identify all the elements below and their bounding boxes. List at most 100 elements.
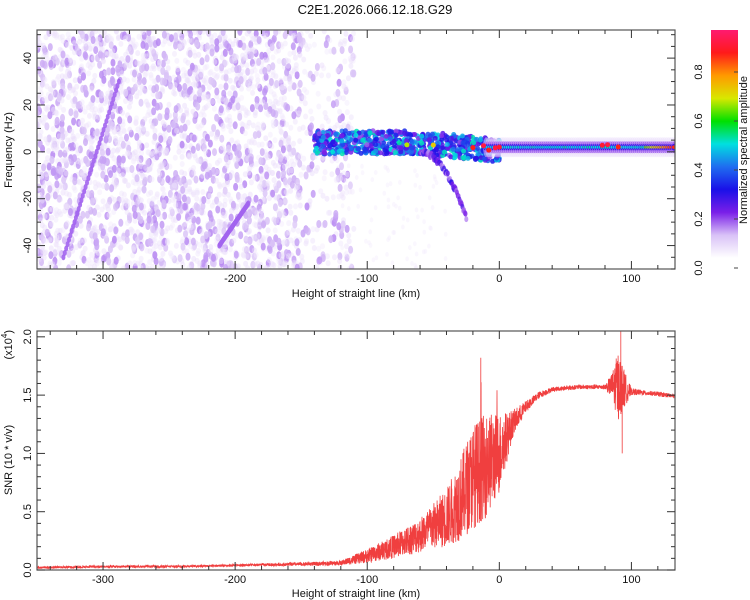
spectrogram-cell bbox=[60, 37, 66, 44]
spectrogram-cell bbox=[431, 183, 436, 189]
spectrogram-cell bbox=[386, 204, 391, 210]
spectrogram-cell bbox=[104, 51, 110, 58]
spectrogram-cell bbox=[162, 150, 168, 156]
spectrogram-cell bbox=[293, 184, 299, 191]
spectrogram-cell bbox=[105, 206, 111, 213]
spectrogram-cell bbox=[173, 201, 179, 208]
spectrogram-cell bbox=[414, 207, 419, 213]
spectrogram-cell bbox=[37, 122, 41, 129]
spectrogram-cell bbox=[472, 155, 478, 161]
spectrogram-cell bbox=[41, 81, 46, 88]
spectrogram-cell bbox=[248, 51, 254, 60]
spectrogram-cell bbox=[271, 177, 277, 184]
spectrogram-cell bbox=[392, 150, 398, 155]
spectrogram-cell bbox=[340, 220, 346, 229]
spectrogram-cell bbox=[278, 96, 284, 103]
spectrogram-cell bbox=[286, 138, 292, 144]
spectrogram-cell bbox=[67, 70, 72, 79]
spectrogram-cell bbox=[134, 115, 139, 122]
spectrogram-cell bbox=[144, 63, 150, 72]
spectrogram-cell bbox=[240, 251, 246, 258]
spectrogram-cell bbox=[60, 184, 66, 191]
spectrogram-cell bbox=[55, 227, 61, 234]
spectrogram-cell bbox=[187, 37, 193, 44]
spectrogram-cell bbox=[88, 101, 94, 108]
spectrogram-cell bbox=[307, 43, 312, 50]
spectrogram-cell bbox=[158, 258, 164, 267]
spectrogram-cell bbox=[344, 109, 350, 116]
spectrogram-cell bbox=[270, 72, 276, 79]
spectrogram-cell bbox=[335, 67, 340, 74]
spectrogram-cell bbox=[205, 48, 210, 55]
spectrogram-cell bbox=[311, 245, 317, 251]
spectrogram-cell bbox=[271, 216, 277, 223]
spectrogram-cell bbox=[77, 38, 83, 45]
spectrogram-cell bbox=[42, 179, 48, 186]
spectrogram-cell bbox=[150, 263, 155, 269]
spectrogram-cell bbox=[262, 196, 267, 205]
spectrogram-cell bbox=[38, 90, 44, 97]
spectrogram-cell bbox=[97, 60, 103, 69]
spectrogram-cell bbox=[253, 30, 259, 38]
spectrogram-cell bbox=[270, 159, 276, 166]
spectrogram-cell bbox=[127, 260, 133, 267]
spectrogram-cell bbox=[82, 165, 87, 172]
x-tick-label: -300 bbox=[92, 574, 114, 586]
spectrogram-cell bbox=[155, 74, 161, 83]
spectrogram-cell bbox=[238, 201, 244, 208]
spectrogram-cell bbox=[137, 158, 143, 165]
spectrogram-cell bbox=[304, 129, 310, 136]
spectrogram-cell bbox=[178, 107, 184, 114]
spectrogram-cell bbox=[115, 128, 121, 135]
spectrogram-cell bbox=[341, 95, 346, 102]
spectrogram-cell bbox=[155, 59, 161, 67]
spectrogram-cell bbox=[225, 181, 230, 188]
spectrogram-cell bbox=[121, 191, 127, 198]
spectrogram-cell bbox=[80, 250, 86, 257]
spectrogram-cell bbox=[320, 143, 326, 149]
spectrogram-cell bbox=[351, 30, 356, 37]
spectrogram-cell bbox=[90, 95, 96, 104]
spectrogram-cell bbox=[76, 118, 82, 127]
spectrogram-cell bbox=[353, 137, 359, 143]
spectrogram-cell bbox=[251, 63, 257, 70]
spectrogram-cell bbox=[253, 252, 259, 258]
x-tick-label: -300 bbox=[92, 273, 114, 285]
spectrogram-cell bbox=[67, 125, 72, 134]
spectrogram-cell bbox=[149, 176, 155, 183]
spectrogram-cell bbox=[37, 110, 40, 117]
spectrogram-cell bbox=[44, 212, 50, 221]
spectrogram-cell bbox=[40, 73, 46, 82]
spectrogram-cell bbox=[63, 203, 68, 210]
x-tick-label: 0 bbox=[496, 574, 502, 586]
spectrogram-cell bbox=[327, 209, 333, 216]
spectrogram-cell bbox=[430, 142, 436, 148]
spectrogram-cell bbox=[203, 79, 209, 86]
spectrogram-cell bbox=[245, 110, 251, 117]
spectrogram-cell bbox=[272, 227, 278, 234]
spectrogram-cell bbox=[78, 169, 84, 178]
spectrogram-cell bbox=[152, 251, 158, 260]
spectrogram-cell bbox=[196, 30, 201, 36]
spectrogram-cell bbox=[94, 128, 100, 137]
spectrogram-cell bbox=[125, 182, 131, 189]
spectrogram-cell bbox=[69, 260, 75, 267]
spectrogram-cell bbox=[100, 228, 106, 237]
spectrogram-cell bbox=[176, 30, 182, 37]
spectrogram-cell bbox=[310, 189, 316, 198]
spectrogram-cell bbox=[275, 217, 281, 226]
spectrogram-cell bbox=[124, 133, 129, 142]
spectrogram-cell bbox=[343, 150, 349, 156]
colorbar-tick-label: 0.8 bbox=[693, 64, 705, 79]
spectrogram-cell bbox=[37, 248, 41, 256]
spectrogram-cell bbox=[179, 132, 185, 139]
spectrogram-cell bbox=[281, 58, 287, 66]
spectrogram-cell bbox=[288, 237, 294, 244]
spectrogram-cell bbox=[283, 198, 289, 205]
spectrogram-cell bbox=[131, 76, 137, 83]
spectrogram-cell bbox=[481, 143, 486, 149]
spectrogram-cell bbox=[131, 155, 137, 162]
spectrogram-cell bbox=[113, 181, 119, 188]
spectrogram-cell bbox=[204, 42, 210, 51]
spectrogram-cell bbox=[278, 260, 284, 267]
